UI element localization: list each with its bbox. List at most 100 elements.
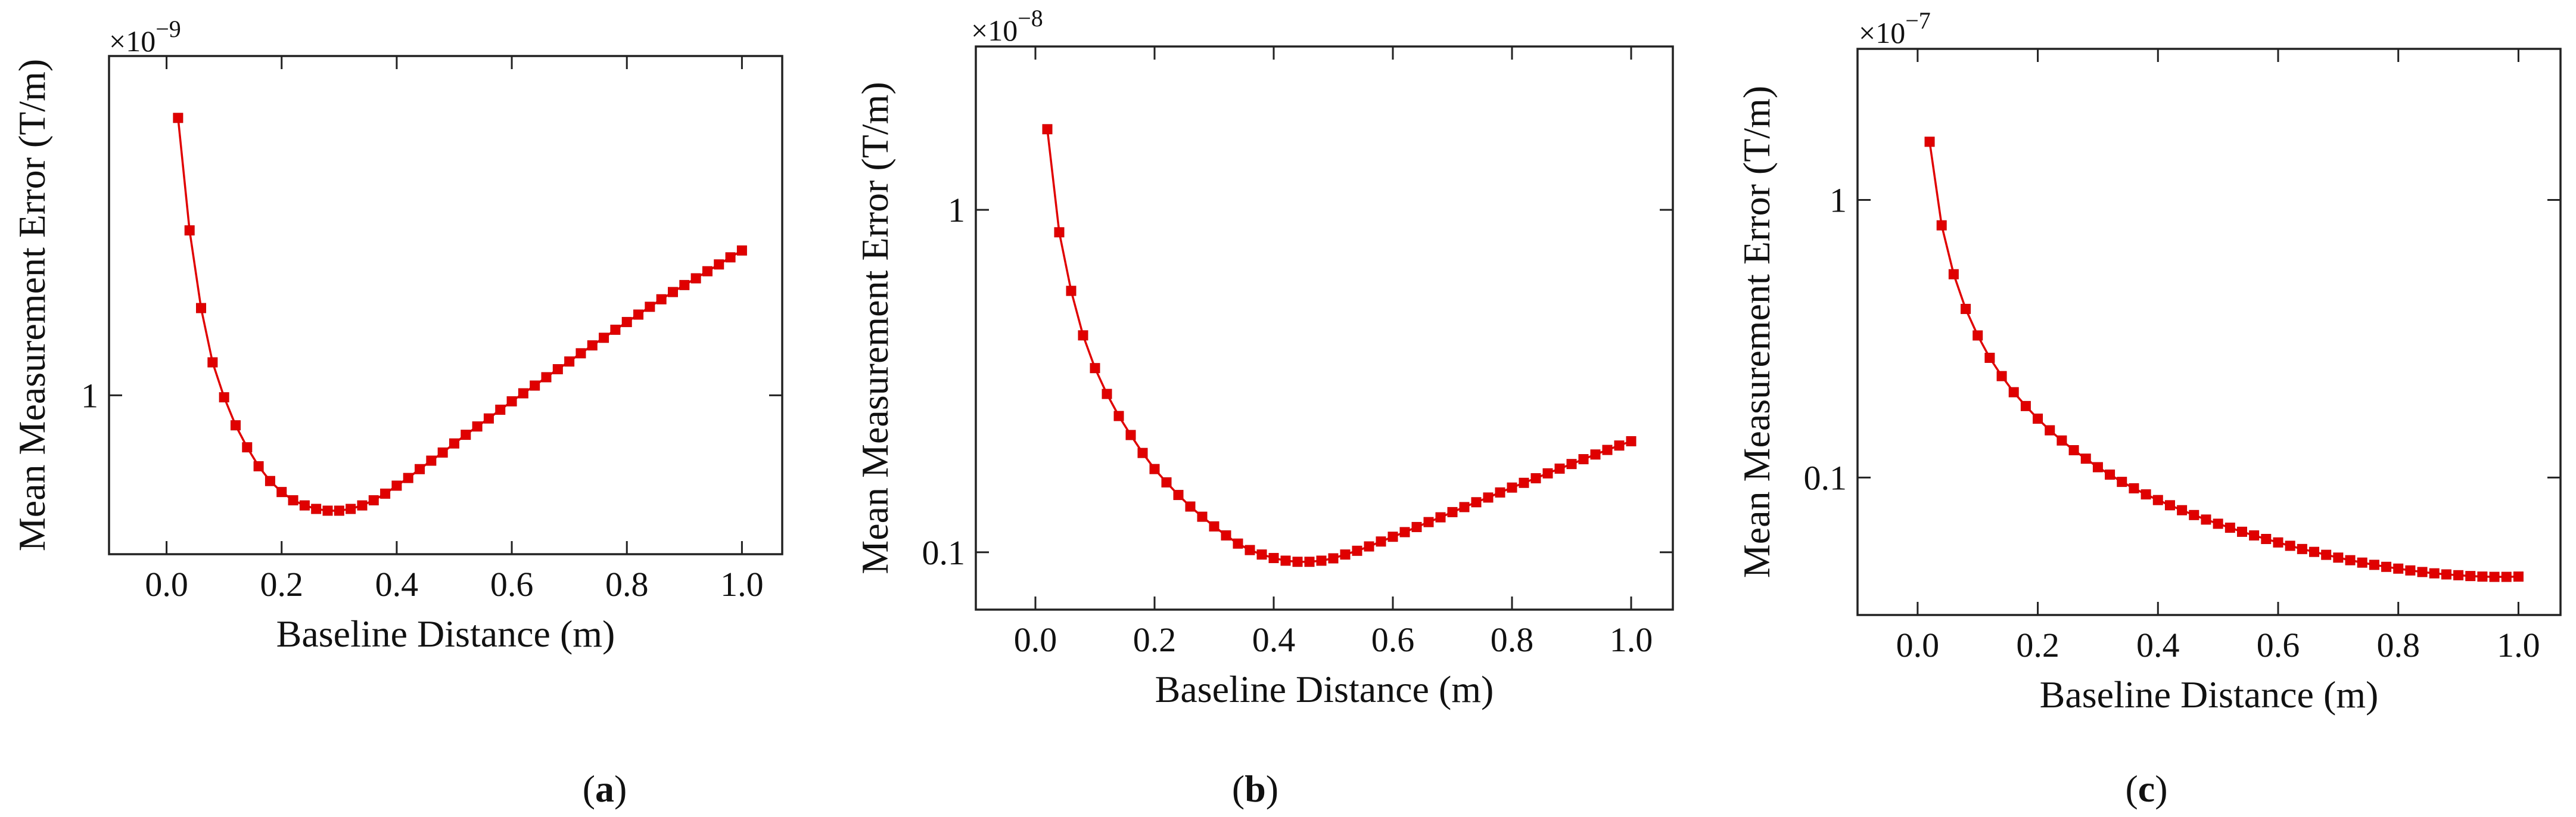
series-line	[1046, 129, 1632, 563]
data-point	[2045, 425, 2055, 436]
x-tick-label: 1.0	[1610, 620, 1653, 659]
data-point	[472, 421, 483, 432]
x-tick-label: 0.8	[605, 565, 649, 604]
data-point	[2417, 567, 2428, 577]
data-point	[1566, 459, 1577, 470]
panel-label-open: (	[2125, 768, 2138, 810]
y-multiplier-exponent: −7	[1905, 7, 1931, 34]
panel-label: (b)	[1232, 768, 1278, 810]
data-point	[1411, 521, 1422, 532]
data-point	[1519, 477, 1529, 488]
data-point	[2261, 533, 2272, 544]
data-point	[656, 294, 667, 305]
data-point	[1435, 512, 1446, 523]
data-point	[380, 488, 391, 499]
data-point	[1626, 436, 1637, 446]
x-tick-label: 0.8	[2376, 626, 2420, 664]
panel-b: 0.0 0.2 0.4 0.6 0.8 1.0 0.1 1 ×10−8 Baseline Dist…	[854, 5, 1674, 810]
series-line	[177, 117, 743, 512]
panel-label-letter: c	[2138, 768, 2155, 810]
data-point	[403, 473, 413, 483]
plot-frame	[1856, 48, 2562, 616]
data-point	[621, 316, 632, 327]
data-point	[426, 455, 437, 466]
data-point	[1078, 330, 1088, 341]
x-tick-label: 0.2	[1133, 620, 1177, 659]
data-point	[1447, 507, 1458, 517]
data-point	[1149, 464, 1160, 474]
data-point	[1280, 555, 1291, 566]
data-point	[2225, 523, 2235, 533]
data-point	[368, 495, 379, 506]
panel-label: (a)	[583, 768, 627, 810]
data-point	[2441, 569, 2451, 580]
data-point	[610, 324, 621, 335]
data-point	[1554, 463, 1565, 474]
data-point	[1316, 555, 1327, 566]
y-axis-title: Mean Measurement Error (T/m)	[854, 82, 896, 574]
series-line	[1928, 141, 2519, 578]
panel-a: 0.0 0.2 0.4 0.6 0.8 1.0 1 ×10−9 Baseline Distanc…	[11, 15, 783, 810]
y-multiplier-base: ×10	[109, 24, 155, 58]
panel-c: 0.0 0.2 0.4 0.6 0.8 1.0 0.1 1 ×10−7 Baseline Dist…	[1735, 7, 2562, 810]
data-point	[1090, 363, 1100, 374]
data-point	[219, 392, 229, 403]
data-point	[1268, 552, 1279, 563]
data-point	[1197, 511, 1208, 522]
data-point	[2236, 526, 2247, 537]
data-point	[2453, 570, 2464, 580]
data-point	[2273, 537, 2283, 548]
data-point	[1996, 371, 2007, 381]
data-point	[2129, 483, 2139, 493]
data-point	[346, 504, 356, 514]
y-tick-label: 0.1	[1804, 458, 1847, 497]
x-tick-label: 0.0	[1896, 626, 1940, 664]
data-point	[541, 372, 552, 383]
data-point	[2164, 500, 2175, 511]
panel-label-letter: b	[1245, 768, 1266, 810]
data-point	[495, 405, 506, 415]
data-point	[322, 505, 333, 516]
x-tick-label: 0.6	[1371, 620, 1415, 659]
data-point	[1340, 549, 1351, 560]
data-point	[2381, 561, 2392, 572]
data-point	[2321, 549, 2332, 560]
data-point	[2405, 565, 2416, 576]
data-point	[1948, 269, 1959, 279]
data-point	[2465, 571, 2476, 582]
y-multiplier-exponent: −9	[155, 15, 181, 42]
panel-label-close: )	[614, 768, 627, 810]
data-point	[1376, 536, 1386, 547]
x-axis-title: Baseline Distance (m)	[2040, 673, 2379, 716]
data-point	[2068, 445, 2079, 455]
data-point	[334, 505, 344, 516]
panel-label-close: )	[2155, 768, 2167, 810]
data-point	[736, 245, 747, 256]
data-point	[1066, 285, 1077, 296]
data-point	[1256, 549, 1267, 560]
data-point	[230, 420, 241, 431]
data-point	[483, 413, 494, 424]
data-point	[2513, 571, 2524, 582]
data-point	[1507, 482, 1517, 493]
data-point	[184, 225, 195, 236]
data-point	[207, 357, 218, 368]
data-point	[1245, 545, 1255, 555]
data-point	[552, 364, 563, 375]
data-point	[645, 302, 655, 312]
data-point	[2213, 518, 2223, 529]
x-tick-label: 0.4	[1252, 620, 1296, 659]
data-point	[714, 259, 724, 270]
plot-frame	[108, 55, 783, 555]
data-point	[1304, 557, 1315, 567]
x-tick-label: 0.2	[260, 565, 303, 604]
y-axis-title: Mean Measurement Error (T/m)	[11, 59, 53, 551]
data-point	[1042, 124, 1053, 135]
y-tick-label: 0.1	[922, 533, 966, 572]
panel-label-open: (	[1232, 768, 1245, 810]
data-point	[2333, 552, 2344, 563]
data-point	[1471, 497, 1482, 508]
data-point	[1973, 330, 1983, 341]
data-point	[2357, 557, 2367, 568]
